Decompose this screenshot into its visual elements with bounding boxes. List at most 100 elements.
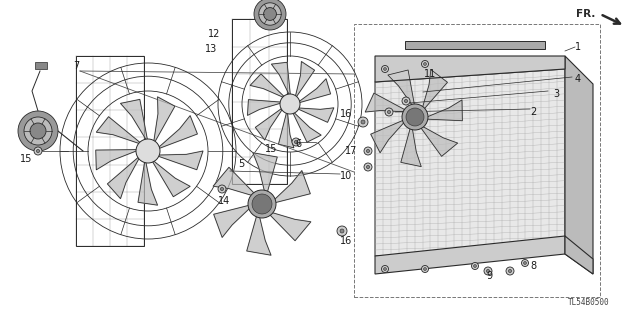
Polygon shape	[138, 159, 157, 205]
Circle shape	[422, 265, 429, 272]
Circle shape	[18, 111, 58, 151]
Polygon shape	[365, 93, 410, 112]
Circle shape	[340, 229, 344, 233]
Bar	[232, 19, 287, 184]
Text: 16: 16	[340, 109, 352, 119]
Polygon shape	[278, 110, 294, 148]
Circle shape	[381, 65, 388, 72]
Polygon shape	[247, 211, 271, 255]
Circle shape	[424, 63, 426, 65]
Polygon shape	[270, 171, 310, 204]
Text: 5: 5	[238, 159, 244, 169]
Circle shape	[385, 108, 393, 116]
Polygon shape	[96, 117, 143, 145]
Circle shape	[292, 138, 300, 146]
Polygon shape	[120, 100, 148, 143]
Circle shape	[484, 267, 492, 275]
Circle shape	[522, 259, 529, 266]
Polygon shape	[418, 124, 458, 156]
Bar	[35, 62, 47, 69]
Circle shape	[402, 104, 428, 130]
Circle shape	[294, 140, 298, 144]
Circle shape	[252, 194, 272, 214]
Circle shape	[136, 139, 160, 163]
Text: 6: 6	[295, 139, 301, 149]
Polygon shape	[96, 150, 140, 170]
Circle shape	[486, 270, 490, 273]
Text: 3: 3	[553, 89, 559, 99]
Circle shape	[280, 94, 300, 114]
Polygon shape	[422, 100, 462, 121]
Circle shape	[361, 120, 365, 124]
Text: 10: 10	[340, 171, 352, 181]
Circle shape	[254, 0, 286, 30]
Polygon shape	[565, 236, 593, 274]
Text: 7: 7	[73, 61, 79, 71]
Polygon shape	[296, 79, 330, 103]
Polygon shape	[565, 56, 593, 274]
Circle shape	[404, 100, 408, 103]
Circle shape	[337, 226, 347, 236]
Text: 13: 13	[205, 44, 217, 54]
Circle shape	[422, 61, 429, 68]
Polygon shape	[156, 116, 197, 150]
Circle shape	[364, 147, 372, 155]
Text: 8: 8	[530, 261, 536, 271]
Polygon shape	[375, 69, 565, 256]
Polygon shape	[266, 211, 311, 241]
Polygon shape	[294, 62, 315, 99]
Circle shape	[358, 117, 368, 127]
Text: 1: 1	[575, 42, 581, 52]
Circle shape	[381, 265, 388, 272]
Polygon shape	[371, 118, 408, 153]
Polygon shape	[108, 155, 141, 199]
Circle shape	[264, 8, 276, 20]
Polygon shape	[388, 70, 415, 109]
Text: 2: 2	[530, 107, 536, 117]
Circle shape	[406, 108, 424, 126]
Text: 9: 9	[486, 271, 492, 281]
Text: 12: 12	[208, 29, 220, 39]
Circle shape	[220, 187, 223, 190]
Polygon shape	[401, 124, 421, 167]
Circle shape	[524, 262, 526, 264]
Polygon shape	[375, 236, 565, 274]
Polygon shape	[151, 159, 190, 197]
Polygon shape	[296, 108, 334, 122]
Circle shape	[34, 147, 42, 155]
Circle shape	[383, 68, 387, 70]
Circle shape	[36, 149, 40, 152]
Circle shape	[24, 117, 52, 145]
Circle shape	[424, 268, 426, 271]
Polygon shape	[214, 204, 254, 237]
Circle shape	[387, 110, 390, 114]
Polygon shape	[253, 153, 277, 197]
Circle shape	[366, 165, 370, 169]
Text: 16: 16	[340, 236, 352, 246]
Text: TL54B0500: TL54B0500	[568, 298, 610, 307]
Polygon shape	[155, 151, 203, 170]
Circle shape	[248, 190, 276, 218]
Circle shape	[383, 268, 387, 271]
Text: 14: 14	[218, 196, 230, 206]
Bar	[76, 56, 144, 246]
Circle shape	[508, 270, 511, 273]
Circle shape	[30, 123, 46, 139]
Circle shape	[364, 163, 372, 171]
Text: 11: 11	[424, 69, 436, 79]
Text: FR.: FR.	[575, 9, 595, 19]
Circle shape	[259, 3, 281, 25]
Polygon shape	[154, 97, 175, 145]
Polygon shape	[248, 100, 284, 115]
Bar	[354, 24, 600, 297]
Polygon shape	[421, 70, 447, 113]
Circle shape	[506, 267, 514, 275]
Text: 17: 17	[345, 146, 357, 156]
Polygon shape	[292, 110, 321, 142]
Circle shape	[218, 185, 226, 193]
Circle shape	[366, 149, 370, 152]
Polygon shape	[271, 62, 291, 97]
Bar	[405, 41, 545, 49]
Polygon shape	[255, 107, 284, 140]
Text: 4: 4	[575, 74, 581, 84]
